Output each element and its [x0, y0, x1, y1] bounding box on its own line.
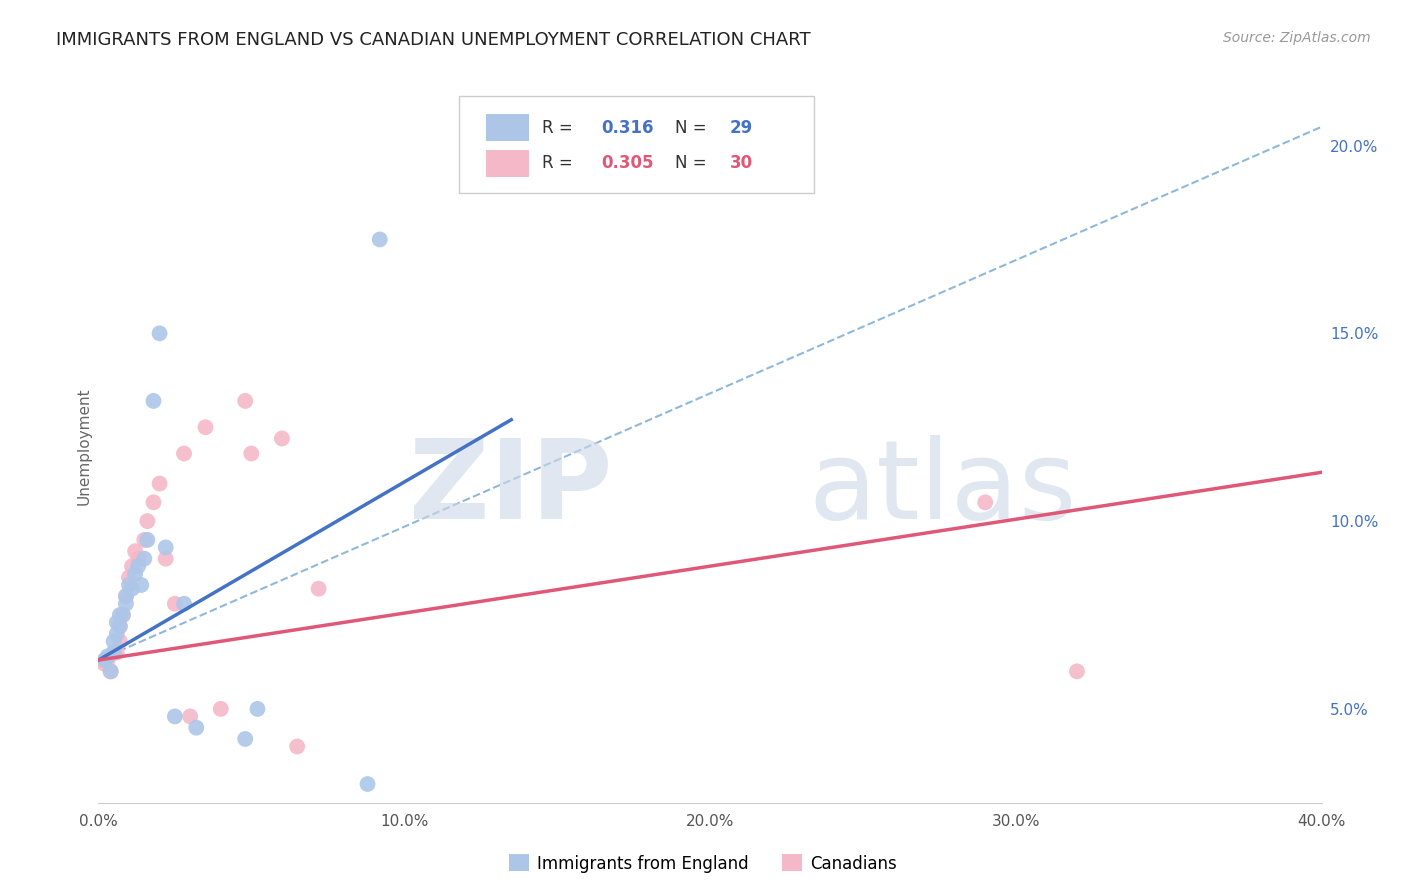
Point	[163, 709, 186, 723]
Point	[124, 544, 146, 558]
Point	[121, 582, 143, 596]
Point	[118, 578, 141, 592]
Point	[308, 582, 330, 596]
Point	[163, 597, 186, 611]
Text: R =: R =	[543, 119, 578, 136]
Point	[233, 731, 256, 746]
Point	[233, 393, 256, 408]
Y-axis label: Unemployment: Unemployment	[77, 387, 91, 505]
Text: R =: R =	[543, 154, 578, 172]
Point	[105, 627, 128, 641]
Point	[129, 578, 152, 592]
Point	[209, 702, 232, 716]
Point	[127, 551, 149, 566]
Point	[173, 446, 195, 460]
Point	[97, 649, 120, 664]
FancyBboxPatch shape	[486, 150, 529, 177]
Text: atlas: atlas	[808, 435, 1077, 542]
Point	[155, 541, 177, 555]
Text: N =: N =	[675, 154, 711, 172]
Point	[974, 495, 997, 509]
FancyBboxPatch shape	[486, 114, 529, 141]
Point	[121, 559, 143, 574]
Point	[100, 665, 122, 679]
Text: IMMIGRANTS FROM ENGLAND VS CANADIAN UNEMPLOYMENT CORRELATION CHART: IMMIGRANTS FROM ENGLAND VS CANADIAN UNEM…	[56, 31, 811, 49]
Point	[103, 646, 125, 660]
Point	[246, 702, 269, 716]
Point	[142, 495, 165, 509]
Point	[136, 533, 159, 547]
Point	[142, 393, 165, 408]
Text: 0.316: 0.316	[602, 119, 654, 136]
Point	[118, 570, 141, 584]
Point	[93, 653, 115, 667]
Point	[186, 721, 208, 735]
Point	[115, 589, 138, 603]
Point	[179, 709, 201, 723]
Point	[368, 232, 391, 246]
Text: 0.305: 0.305	[602, 154, 654, 172]
Point	[149, 326, 172, 341]
Text: Source: ZipAtlas.com: Source: ZipAtlas.com	[1223, 31, 1371, 45]
Point	[1066, 665, 1088, 679]
Legend: Immigrants from England, Canadians: Immigrants from England, Canadians	[502, 847, 904, 880]
Point	[124, 566, 146, 581]
Point	[103, 646, 125, 660]
Point	[134, 551, 156, 566]
Point	[285, 739, 308, 754]
Point	[134, 533, 156, 547]
Point	[108, 634, 131, 648]
Point	[103, 634, 125, 648]
Point	[194, 420, 217, 434]
Text: 29: 29	[730, 119, 752, 136]
Point	[105, 615, 128, 630]
Point	[149, 476, 172, 491]
Point	[108, 619, 131, 633]
Point	[136, 514, 159, 528]
Text: ZIP: ZIP	[409, 435, 612, 542]
Point	[270, 432, 292, 446]
Text: 30: 30	[730, 154, 752, 172]
FancyBboxPatch shape	[460, 96, 814, 193]
Point	[127, 559, 149, 574]
Point	[111, 607, 134, 622]
Point	[93, 657, 115, 671]
Point	[105, 646, 128, 660]
Point	[173, 597, 195, 611]
Point	[100, 665, 122, 679]
Point	[111, 607, 134, 622]
Point	[97, 653, 120, 667]
Point	[240, 446, 263, 460]
Point	[356, 777, 378, 791]
Point	[155, 551, 177, 566]
Point	[108, 619, 131, 633]
Point	[115, 589, 138, 603]
Point	[108, 607, 131, 622]
Text: N =: N =	[675, 119, 711, 136]
Point	[115, 597, 138, 611]
